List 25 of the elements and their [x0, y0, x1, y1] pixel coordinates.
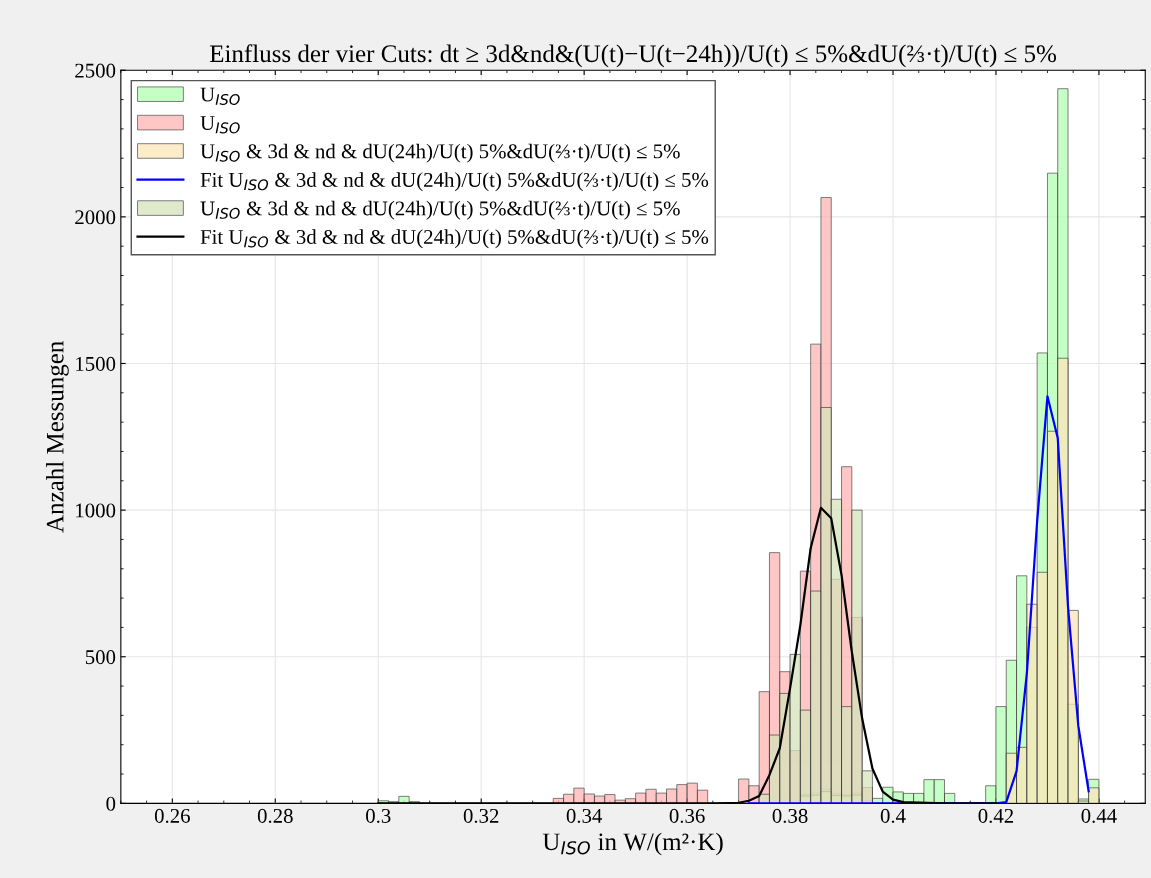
y-axis-title: Anzahl Messungen — [46, 341, 69, 533]
x-tick-label: 0.36 — [669, 808, 705, 823]
y-tick-label: 2500 — [75, 63, 116, 78]
legend-label: U$_{ISO}$ — [200, 87, 240, 106]
y-tick-label: 500 — [85, 650, 116, 665]
legend-label: U$_{ISO}$ & 3d & nd & dU(24h)/U(t) 5%&dU(⅔·t)/U(t) ≤ 5% — [200, 200, 680, 220]
x-tick-label: 0.38 — [772, 808, 808, 823]
y-tick-label: 2000 — [75, 210, 116, 225]
x-axis-title: U$_{ISO}$ in W/(m²·K) — [542, 832, 723, 856]
legend-label: Fit U$_{ISO}$ & 3d & nd & dU(24h)/U(t) 5%&dU(⅔·t)/U(t) ≤ 5% — [200, 229, 709, 249]
y-tick-label: 0 — [106, 796, 116, 811]
y-tick-label: 1500 — [76, 356, 116, 371]
x-tick-label: 0.26 — [154, 808, 190, 823]
x-tick-label: 0.4 — [880, 808, 906, 823]
x-tick-label: 0.34 — [566, 808, 603, 823]
chart-title: Einfluss der vier Cuts: dt ≥ 3d&nd&(U(t)−U(t−24h))/U(t) ≤ 5%&dU(⅔·t)/U(t) ≤ 5% — [209, 44, 1057, 68]
x-tick-label: 0.42 — [978, 808, 1014, 823]
x-tick-label: 0.44 — [1081, 808, 1117, 823]
legend-label: U$_{ISO}$ & 3d & nd & dU(24h)/U(t) 5%&dU(⅔·t)/U(t) ≤ 5% — [200, 143, 680, 163]
x-tick-label: 0.28 — [257, 808, 293, 823]
x-tick-label: 0.32 — [463, 808, 499, 823]
y-tick-label: 1000 — [76, 503, 116, 518]
legend-label: U$_{ISO}$ — [200, 116, 240, 134]
legend-label: Fit U$_{ISO}$ & 3d & nd & dU(24h)/U(t) 5%&dU(⅔·t)/U(t) ≤ 5% — [200, 172, 709, 192]
x-tick-label: 0.3 — [366, 808, 391, 823]
